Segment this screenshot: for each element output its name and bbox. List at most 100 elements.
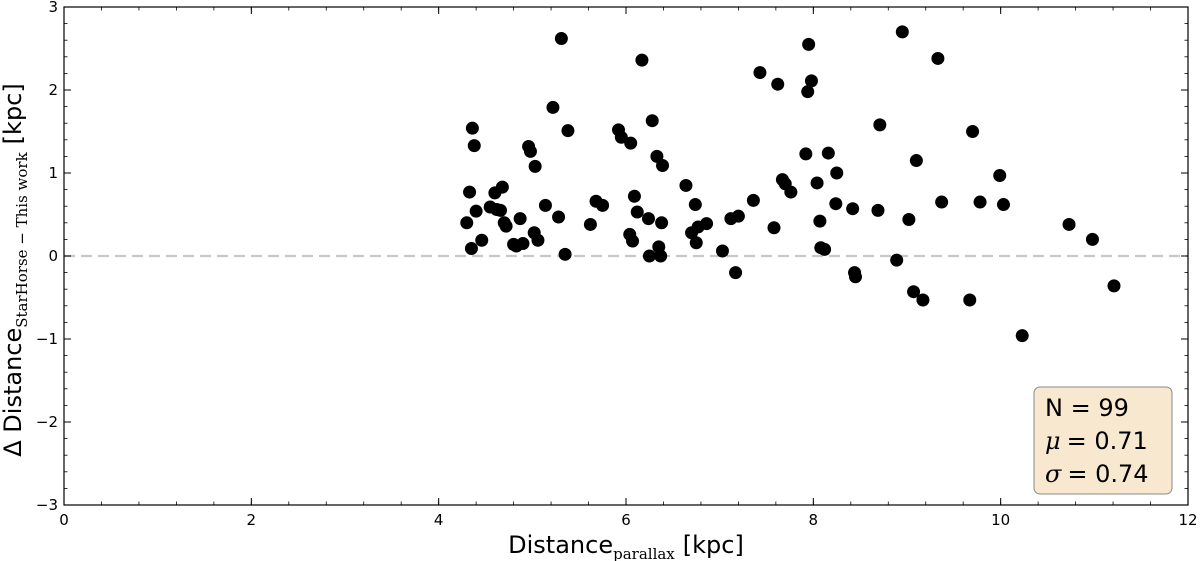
- data-point: [656, 159, 670, 173]
- data-point: [700, 217, 714, 231]
- plot-frame: [63, 6, 1189, 506]
- data-point: [614, 130, 628, 144]
- stats-n: N = 99: [1045, 394, 1129, 422]
- data-point: [583, 217, 597, 231]
- data-point: [493, 203, 507, 217]
- data-point: [813, 214, 827, 228]
- data-point: [558, 247, 572, 261]
- data-point: [771, 77, 785, 91]
- x-tick-label: 6: [621, 511, 631, 529]
- data-point: [538, 198, 552, 212]
- data-point: [846, 202, 860, 216]
- data-point: [689, 236, 703, 250]
- data-point: [654, 249, 668, 263]
- data-point: [688, 198, 702, 212]
- data-point: [767, 221, 781, 235]
- x-tick-label: 4: [434, 511, 444, 529]
- stats-mu-symbol: μ: [1045, 427, 1061, 455]
- x-axis-label: Distanceparallax [kpc]: [508, 531, 744, 561]
- data-points-layer: [460, 25, 1121, 343]
- y-tick-label: −2: [36, 413, 58, 431]
- data-point: [818, 242, 832, 256]
- data-point: [829, 197, 843, 211]
- data-point: [902, 212, 916, 226]
- y-axis-label-subscript: StarHorse − This work: [13, 151, 31, 327]
- data-point: [596, 198, 610, 212]
- y-tick-label: 0: [48, 247, 58, 265]
- data-point: [465, 121, 479, 135]
- data-point: [464, 242, 478, 256]
- data-point: [799, 147, 813, 161]
- data-point: [528, 159, 542, 173]
- data-point: [715, 244, 729, 258]
- data-point: [499, 219, 513, 233]
- data-point: [679, 178, 693, 192]
- data-point: [848, 270, 862, 284]
- data-point: [993, 168, 1007, 182]
- data-point: [513, 212, 527, 226]
- data-point: [1062, 217, 1076, 231]
- data-point: [871, 203, 885, 217]
- data-point: [729, 266, 743, 280]
- x-tick-label: 10: [991, 511, 1010, 529]
- data-point: [1015, 329, 1029, 343]
- stats-box: N = 99 μ = 0.71 σ = 0.74: [1033, 386, 1173, 495]
- data-point: [626, 234, 640, 248]
- data-point: [802, 37, 816, 51]
- data-point: [1085, 232, 1099, 246]
- data-point: [642, 249, 656, 263]
- data-point: [630, 205, 644, 219]
- data-point: [873, 118, 887, 132]
- data-point: [552, 210, 566, 224]
- data-point: [495, 180, 509, 194]
- data-point: [931, 51, 945, 65]
- x-tick-label: 0: [59, 511, 69, 529]
- data-point: [746, 193, 760, 207]
- x-axis-label-unit: [kpc]: [683, 531, 744, 559]
- data-point: [546, 100, 560, 114]
- data-point: [516, 237, 530, 251]
- data-point: [1107, 279, 1121, 293]
- data-point: [635, 53, 649, 67]
- data-point: [895, 25, 909, 39]
- data-point: [753, 66, 767, 80]
- data-point: [523, 144, 537, 158]
- data-point: [801, 85, 815, 99]
- data-point: [916, 293, 930, 307]
- x-tick-label: 2: [247, 511, 257, 529]
- stats-sigma-symbol: σ: [1045, 460, 1062, 488]
- data-point: [804, 74, 818, 88]
- data-point: [966, 125, 980, 138]
- data-point: [963, 293, 977, 307]
- data-point: [731, 209, 745, 223]
- data-point: [467, 139, 481, 153]
- data-point: [624, 136, 638, 150]
- data-point: [469, 204, 483, 218]
- data-point: [935, 195, 949, 209]
- x-tick-label: 12: [1178, 511, 1197, 529]
- data-point: [641, 212, 655, 226]
- data-point: [475, 233, 489, 247]
- stats-mu: μ = 0.71: [1045, 427, 1148, 455]
- data-point: [531, 233, 545, 247]
- data-point: [996, 198, 1010, 212]
- data-point: [907, 285, 921, 299]
- data-point: [784, 185, 798, 199]
- y-tick-label: −1: [36, 330, 58, 348]
- y-tick-label: 3: [48, 0, 58, 16]
- y-axis-label-unit: [kpc]: [0, 83, 27, 144]
- x-tick-label: 8: [809, 511, 819, 529]
- data-point: [909, 154, 923, 168]
- x-axis-label-subscript: parallax: [613, 545, 675, 561]
- data-point: [810, 176, 824, 190]
- y-axis-label-main: Δ Distance: [0, 328, 27, 457]
- data-point: [554, 32, 568, 46]
- data-point: [830, 166, 844, 180]
- data-point: [561, 124, 575, 138]
- y-tick-label: −3: [36, 496, 58, 514]
- data-point: [655, 216, 669, 230]
- data-point: [973, 195, 987, 209]
- data-point: [463, 185, 477, 199]
